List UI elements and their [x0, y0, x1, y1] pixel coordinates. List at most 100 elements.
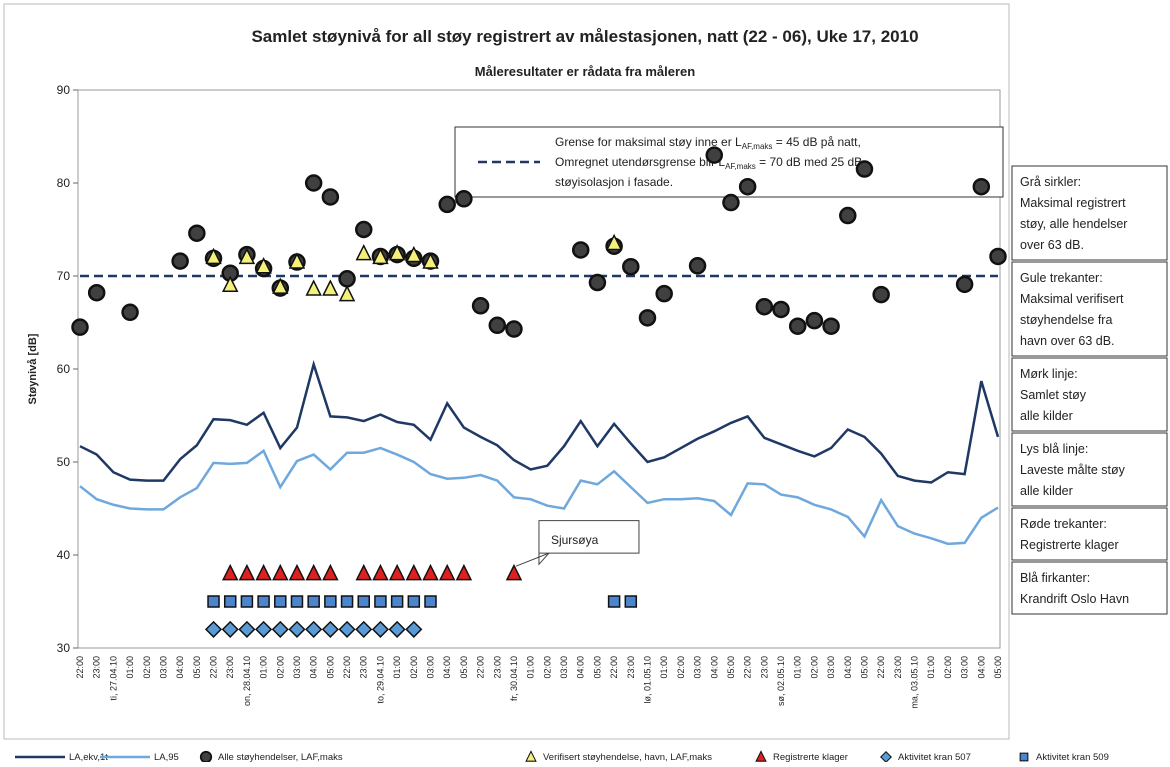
circle-marker: [87, 283, 106, 302]
triangle-marker: [438, 563, 456, 581]
triangle-marker: [388, 244, 406, 261]
triangle-marker: [605, 233, 623, 251]
x-tick-label: 05:00: [325, 656, 335, 679]
circle-marker: [855, 160, 874, 178]
callout-text: Sjursøya: [551, 533, 599, 547]
callout-pointer: [515, 552, 550, 567]
square-marker: [424, 595, 437, 608]
circle-marker: [655, 284, 673, 303]
y-tick-label: 30: [57, 641, 71, 655]
x-tick-label: 04:00: [442, 656, 452, 679]
triangle-marker: [255, 257, 272, 274]
side-note-text: Lys blå linje:: [1020, 442, 1088, 456]
triangle-marker: [405, 563, 423, 581]
circle-marker: [705, 146, 724, 164]
side-note-text: Maksimal registrert: [1020, 196, 1126, 210]
x-tick-label: to, 29.04.10: [375, 656, 385, 704]
side-note-text: alle kilder: [1020, 484, 1073, 498]
square-marker: [307, 595, 320, 608]
x-tick-label: 23:00: [359, 656, 369, 679]
circle-marker: [738, 177, 757, 196]
x-tick-label: 04:00: [309, 656, 319, 679]
y-tick-label: 60: [57, 362, 71, 376]
side-note-text: Registrerte klager: [1020, 538, 1119, 552]
diamond-marker: [405, 620, 423, 638]
side-note-text: over 63 dB.: [1020, 238, 1084, 252]
x-tick-label: 23:00: [626, 656, 636, 679]
triangle-marker: [372, 247, 389, 265]
note-sub: AF,maks: [725, 162, 756, 171]
circle-marker: [772, 300, 790, 319]
side-note-text: Røde trekanter:: [1020, 517, 1107, 531]
side-note-text: Laveste målte støy: [1020, 463, 1126, 477]
note-text: støyisolasjon i fasade.: [555, 175, 673, 189]
side-note-box: [1011, 507, 1168, 561]
y-tick-label: 90: [57, 83, 71, 97]
x-tick-label: 05:00: [459, 656, 469, 679]
x-tick-label: 03:00: [426, 656, 436, 679]
note-text: støyisolasjon i fasade.: [555, 175, 673, 189]
y-axis-label: Støynivå [dB]: [27, 333, 39, 404]
legend-label: Aktivitet kran 509: [1036, 752, 1109, 762]
diamond-marker: [371, 620, 389, 638]
diamond-marker: [204, 620, 223, 638]
side-note-box: [1011, 165, 1168, 261]
side-note-text: støy, alle hendelser: [1020, 217, 1127, 231]
circle-marker: [121, 303, 139, 322]
circle-marker: [505, 320, 523, 338]
x-tick-label: 01:00: [526, 656, 536, 679]
x-tick-label: 05:00: [192, 656, 202, 679]
side-note-box: [1011, 432, 1168, 507]
chart-title: Samlet støynivå for all støy registrert …: [251, 27, 918, 46]
triangle-marker: [255, 563, 272, 581]
x-tick-label: 05:00: [993, 656, 1003, 679]
y-tick-label: 70: [57, 269, 71, 283]
x-tick-label: 22:00: [209, 656, 219, 679]
square-marker: [223, 595, 237, 608]
circle-marker: [638, 309, 657, 327]
legend-swatch: [1019, 752, 1029, 762]
triangle-marker: [222, 275, 239, 293]
triangle-marker: [288, 252, 306, 269]
note-box: [454, 126, 1004, 198]
circle-marker: [188, 224, 206, 242]
x-tick-label: 04:00: [843, 656, 853, 679]
side-note-text: Maksimal verifisert: [1020, 292, 1124, 306]
circle-marker: [588, 273, 607, 292]
triangle-marker: [272, 277, 289, 294]
chart-subtitle: Måleresultater er rådata fra måleren: [475, 64, 695, 79]
x-tick-label: 23:00: [92, 656, 102, 679]
circle-marker: [455, 190, 473, 208]
x-tick-label: fr, 30.04.10: [509, 656, 519, 701]
triangle-marker: [405, 245, 423, 263]
square-marker: [390, 595, 404, 608]
circle-marker: [955, 275, 974, 294]
diamond-marker: [321, 620, 339, 638]
x-tick-label: 05:00: [726, 656, 736, 679]
side-note-text: Gule trekanter:: [1020, 271, 1103, 285]
chart-frame: [3, 3, 1010, 740]
note-after: = 70 dB med 25 dB: [756, 155, 862, 169]
callout-box: [538, 520, 640, 566]
note-text: Omregnet utendørsgrense blir LAF,maks = …: [555, 155, 862, 171]
x-tick-label: 22:00: [743, 656, 753, 679]
note-text: Grense for maksimal støy inne er LAF,mak…: [555, 135, 861, 151]
square-marker: [240, 595, 254, 608]
square-marker: [407, 595, 421, 608]
legend-swatch: [199, 750, 213, 764]
side-note-box: [1011, 357, 1168, 432]
x-tick-label: 23:00: [492, 656, 502, 679]
x-tick-label: 04:00: [709, 656, 719, 679]
side-note-text: Mørk linje:: [1020, 367, 1078, 381]
diamond-marker: [255, 620, 273, 638]
note-sub: AF,maks: [742, 142, 773, 151]
x-tick-label: 01:00: [125, 656, 135, 679]
y-tick-label: 80: [57, 176, 71, 190]
series-line: [79, 359, 1000, 484]
x-tick-label: ma, 03.05.10: [910, 656, 920, 709]
legend-label: LA,95: [154, 752, 179, 762]
x-tick-label: 01:00: [259, 656, 269, 679]
triangle-marker: [222, 563, 239, 581]
circle-marker: [805, 311, 824, 330]
